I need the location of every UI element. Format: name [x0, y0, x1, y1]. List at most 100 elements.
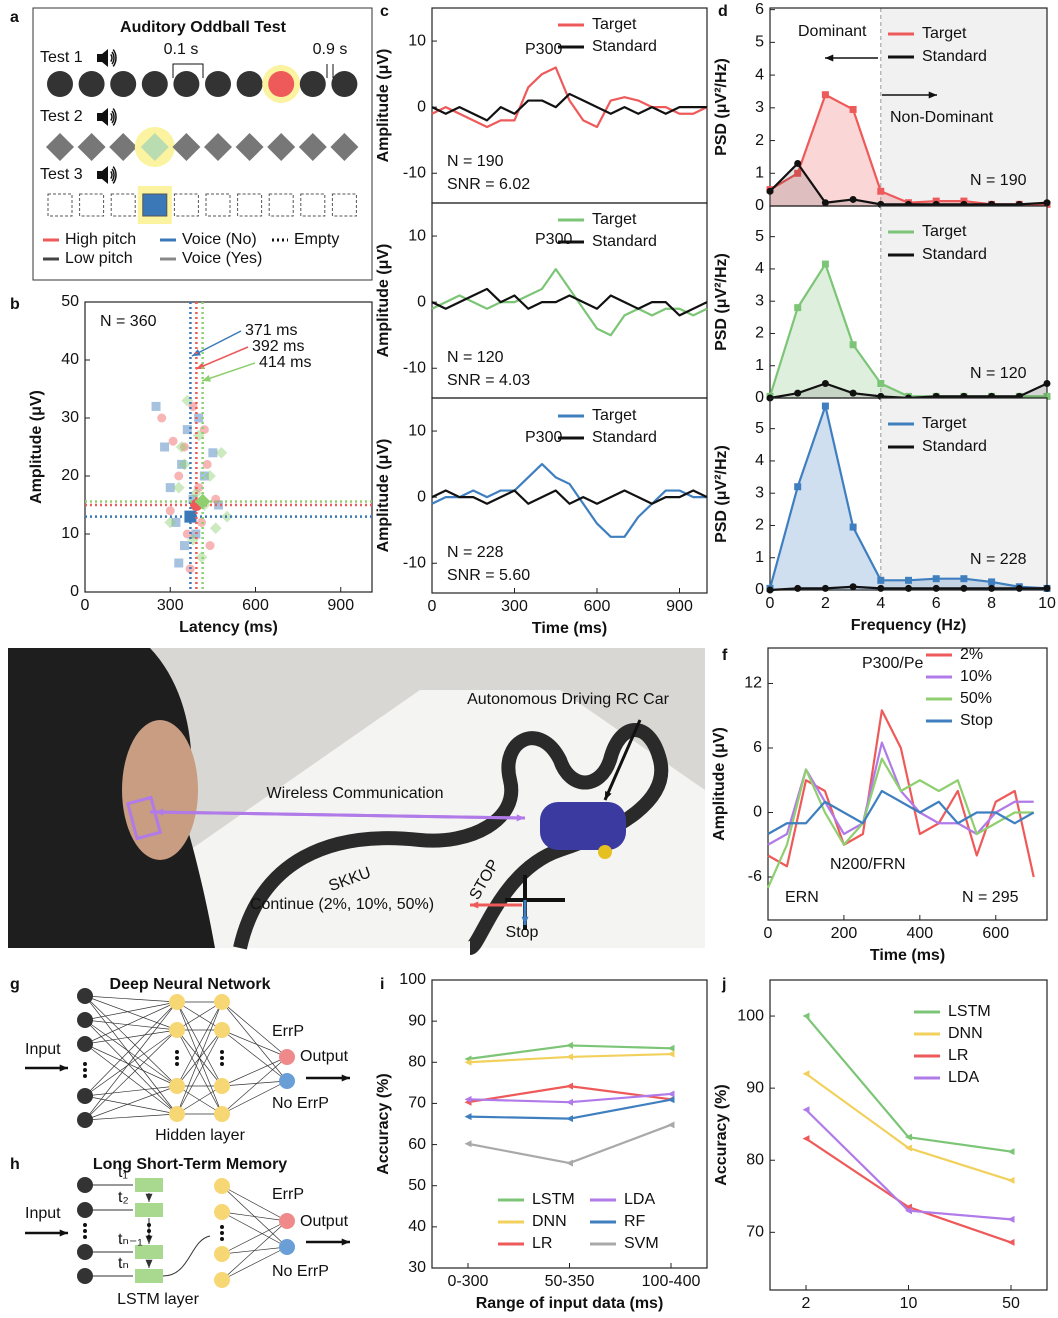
marker — [849, 523, 857, 531]
marker — [667, 1044, 675, 1052]
series-line — [767, 789, 1035, 835]
speaker-wave — [111, 168, 115, 182]
x-tick-label: 0 — [81, 597, 90, 614]
shape — [221, 1185, 288, 1222]
series-line — [467, 1123, 672, 1165]
y-tick-label: 40 — [61, 351, 79, 368]
y-tick-label: 70 — [746, 1224, 764, 1241]
ellipsis — [83, 1229, 87, 1233]
photo-label: Continue (2%, 10%, 50%) — [250, 896, 434, 913]
stimulus — [172, 133, 201, 161]
node — [214, 994, 230, 1010]
x-tick-label: 0 — [428, 598, 437, 615]
shape — [195, 346, 249, 370]
point — [182, 425, 192, 435]
y-tick-label: 30 — [61, 409, 79, 426]
marker — [905, 1207, 912, 1215]
legend-label: Target — [592, 16, 637, 33]
stimulus — [173, 71, 200, 97]
marker — [960, 575, 968, 583]
marker — [849, 389, 857, 397]
step-label: tₙ₋₁ — [118, 1231, 143, 1248]
marker — [667, 1090, 675, 1098]
shape — [176, 1001, 223, 1087]
y-tick-label: 6 — [755, 1, 764, 18]
legend-label: LSTM — [532, 1191, 575, 1208]
panel-letter: c — [380, 3, 389, 20]
panel-letter: j — [721, 976, 726, 993]
speaker-icon — [97, 166, 108, 184]
step-label: tₙ — [118, 1255, 129, 1272]
stimulus — [268, 193, 294, 217]
shape — [176, 1001, 223, 1115]
x-axis-label: Range of input data (ms) — [476, 1295, 664, 1312]
point — [165, 483, 175, 493]
y-tick-label: 0 — [755, 389, 764, 406]
series-line — [431, 287, 708, 317]
point — [174, 558, 184, 568]
x-tick-label: 4 — [876, 595, 885, 612]
stimulus — [331, 193, 357, 217]
legend-label: DNN — [948, 1025, 983, 1042]
x-tick-label: 900 — [327, 597, 354, 614]
point — [175, 441, 188, 453]
point — [187, 533, 199, 546]
y-tick-label: 0 — [755, 581, 764, 598]
node-label: Output — [300, 1213, 349, 1230]
marker — [877, 187, 885, 195]
marker — [802, 1012, 810, 1020]
ellipsis — [220, 1225, 224, 1229]
shape — [221, 1001, 288, 1082]
node — [169, 1106, 185, 1122]
diagram-title: Deep Neural Network — [110, 976, 271, 993]
y-tick-label: 30 — [408, 1259, 426, 1276]
marker — [464, 1113, 472, 1121]
y-tick-label: 2 — [755, 132, 764, 149]
point — [214, 500, 224, 510]
point — [157, 413, 167, 423]
point — [151, 401, 161, 411]
stimulus — [110, 193, 136, 217]
shape — [84, 1019, 178, 1031]
stimulus — [204, 133, 232, 161]
shape — [221, 1029, 288, 1058]
shape — [84, 1001, 178, 1097]
marker — [849, 341, 857, 349]
y-tick-label: 4 — [755, 260, 764, 277]
legend-label: LDA — [624, 1191, 655, 1208]
legend-label: DNN — [532, 1213, 567, 1230]
shape — [176, 1001, 223, 1031]
stimulus — [47, 71, 73, 97]
y-tick-label: -10 — [403, 164, 426, 181]
shape — [84, 1001, 178, 1045]
shape — [221, 1080, 288, 1087]
x-tick-label: 2 — [802, 1295, 811, 1312]
marker — [794, 304, 802, 312]
y-tick-label: 4 — [755, 66, 764, 83]
y-tick-label: 1 — [755, 357, 764, 374]
y-tick-label: 5 — [755, 420, 764, 437]
y-tick-label: 3 — [755, 484, 764, 501]
ellipsis — [220, 1050, 224, 1054]
shape — [221, 1029, 288, 1082]
arrow-head — [516, 814, 525, 822]
arrow-head — [521, 916, 529, 925]
diagram-title: Long Short-Term Memory — [93, 1156, 287, 1173]
x-tick-label: 0 — [764, 925, 773, 942]
legend-label: Empty — [294, 231, 339, 248]
shape — [84, 1019, 178, 1115]
ellipsis — [147, 1235, 151, 1239]
point — [199, 471, 209, 481]
x-tick-label: 8 — [987, 595, 996, 612]
arrow-head — [605, 791, 612, 800]
node-label: No ErrP — [272, 1263, 329, 1280]
point — [179, 442, 189, 452]
y-tick-label: 100 — [737, 1007, 764, 1024]
y-axis-label: Amplitude (μV) — [375, 439, 392, 553]
plot-frame — [767, 647, 1048, 921]
legend-label: LR — [532, 1235, 552, 1252]
series-line — [431, 66, 708, 129]
point — [171, 517, 181, 527]
y-axis-label: PSD (μV²/Hz) — [713, 253, 730, 351]
legend-label: Standard — [922, 246, 987, 263]
